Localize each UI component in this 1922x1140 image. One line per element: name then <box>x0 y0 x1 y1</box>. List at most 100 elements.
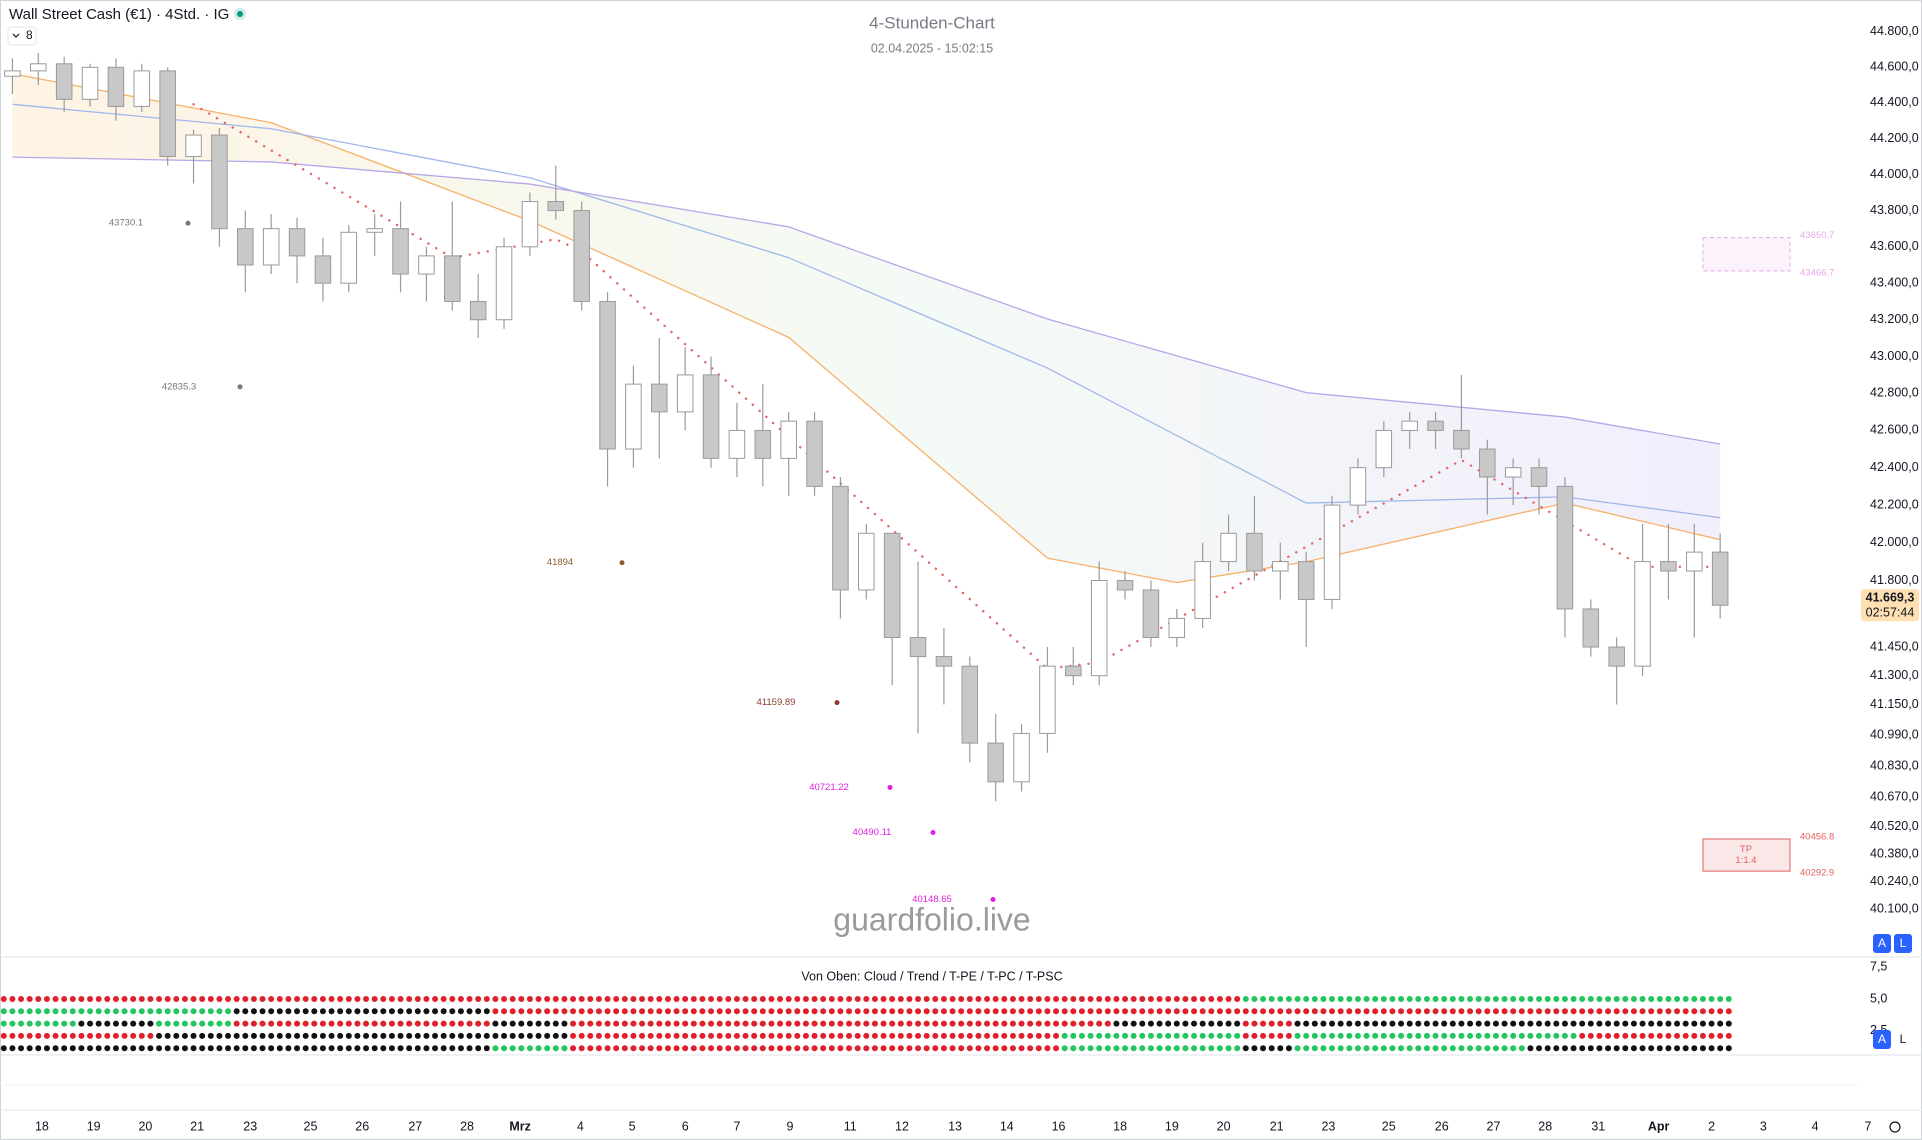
state-dot <box>811 1045 818 1052</box>
state-dot <box>1527 1045 1534 1052</box>
state-dot <box>138 1045 145 1052</box>
state-dot <box>1078 1008 1085 1015</box>
state-dot <box>1458 1020 1465 1027</box>
state-dot <box>492 1032 499 1039</box>
state-dot <box>190 1045 197 1052</box>
auto-scale-button[interactable] <box>1873 1030 1891 1049</box>
auto-scale-label: A <box>1878 936 1886 950</box>
state-dot <box>414 996 421 1002</box>
state-dot <box>225 1032 232 1039</box>
state-dot <box>268 996 275 1002</box>
state-dot <box>354 1008 361 1015</box>
state-dot <box>570 1020 577 1027</box>
state-dot <box>958 1045 965 1052</box>
state-dot <box>552 1008 559 1015</box>
state-dot <box>311 1045 318 1052</box>
state-dot <box>621 1008 628 1015</box>
state-dot <box>1699 1032 1706 1039</box>
state-dot <box>742 1008 749 1015</box>
state-dot <box>1113 1020 1120 1027</box>
candle-body <box>1297 561 1315 600</box>
x-tick-label: 26 <box>1435 1119 1449 1133</box>
state-dot <box>69 1020 76 1027</box>
state-dot <box>1329 1020 1336 1027</box>
state-dot <box>1216 1045 1223 1052</box>
log-scale-button[interactable] <box>1894 934 1912 953</box>
state-dot <box>1501 996 1508 1002</box>
state-dot <box>501 1045 508 1052</box>
state-dot <box>992 1045 999 1052</box>
state-dot <box>1035 996 1042 1002</box>
auto-scale-button[interactable] <box>1873 934 1891 953</box>
state-dot <box>9 1008 16 1015</box>
collapse-button[interactable] <box>7 26 37 46</box>
zone-bottom-label: 43466.7 <box>1800 268 1834 279</box>
state-dot <box>130 1045 137 1052</box>
state-dot <box>483 1032 490 1039</box>
state-dot <box>1423 1008 1430 1015</box>
state-dot <box>656 1032 663 1039</box>
state-dot <box>363 996 370 1002</box>
state-dot <box>1285 1008 1292 1015</box>
state-dot <box>363 1045 370 1052</box>
state-dot <box>708 1020 715 1027</box>
candle-body <box>547 201 565 212</box>
state-dot <box>26 996 33 1002</box>
state-dot <box>1596 1008 1603 1015</box>
state-dot <box>388 1032 395 1039</box>
state-dot <box>1622 996 1629 1002</box>
state-dot <box>1449 1008 1456 1015</box>
state-dot <box>294 996 301 1002</box>
state-dot <box>1165 1032 1172 1039</box>
state-dot <box>1484 996 1491 1002</box>
x-tick-label: 23 <box>1321 1119 1335 1133</box>
state-dot <box>846 1020 853 1027</box>
state-dot <box>1191 1020 1198 1027</box>
state-dot <box>35 996 42 1002</box>
state-dot <box>509 996 516 1002</box>
x-tick-label: 13 <box>948 1119 962 1133</box>
candle-body <box>30 63 47 72</box>
state-dot <box>1725 1032 1732 1039</box>
state-dot <box>1544 1020 1551 1027</box>
state-dot <box>95 996 102 1002</box>
state-dot <box>1251 1020 1258 1027</box>
state-dot <box>880 1045 887 1052</box>
state-dot <box>1613 1045 1620 1052</box>
state-dot <box>1182 996 1189 1002</box>
y-tick-label: 40.670,0 <box>1870 790 1919 804</box>
state-dot <box>1035 1045 1042 1052</box>
settings-icon[interactable] <box>1889 1121 1901 1133</box>
state-dot <box>794 1020 801 1027</box>
log-scale-label[interactable]: L <box>1900 1032 1907 1046</box>
state-dot <box>587 1008 594 1015</box>
state-dot <box>242 1045 249 1052</box>
state-dot <box>466 1020 473 1027</box>
state-dot <box>250 996 257 1002</box>
x-tick-label: 26 <box>355 1119 369 1133</box>
state-dot <box>1242 1032 1249 1039</box>
candle-body <box>1375 429 1393 469</box>
state-dot <box>1182 1020 1189 1027</box>
level-label: 40721.22 <box>809 782 849 793</box>
state-dot <box>1061 996 1068 1002</box>
state-dot <box>1613 1020 1620 1027</box>
state-dot <box>561 996 568 1002</box>
state-dot <box>630 1032 637 1039</box>
state-dot <box>535 996 542 1002</box>
state-dot <box>1285 996 1292 1002</box>
state-dot <box>518 996 525 1002</box>
state-dot <box>466 1045 473 1052</box>
state-dot <box>682 1020 689 1027</box>
state-dot <box>535 1020 542 1027</box>
state-dot <box>138 1032 145 1039</box>
state-dot <box>897 1045 904 1052</box>
state-dot <box>483 1020 490 1027</box>
chart-title: 4-Stunden-Chart <box>869 13 995 32</box>
state-dot <box>302 1008 309 1015</box>
state-dot <box>1165 1008 1172 1015</box>
state-dot <box>1682 996 1689 1002</box>
state-dot <box>26 1045 33 1052</box>
state-dot <box>1510 1008 1517 1015</box>
